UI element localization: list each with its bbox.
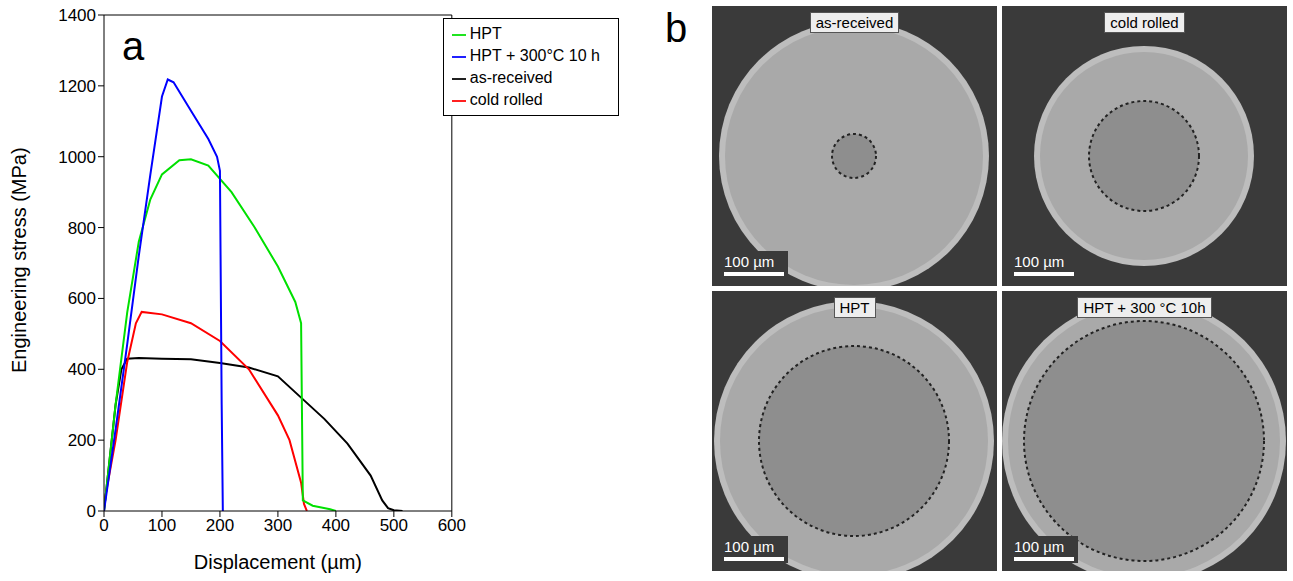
html-text:100 µm: 100 µm — [724, 253, 775, 270]
html-text:HPT + 300°C 10 h: HPT + 300°C 10 h — [469, 47, 600, 64]
svg-text:300: 300 — [264, 516, 292, 535]
html-text:100 µm: 100 µm — [1014, 538, 1065, 555]
html-text:cold rolled: cold rolled — [1110, 14, 1179, 31]
svg-text:1200: 1200 — [58, 77, 96, 96]
svg-text:400: 400 — [68, 360, 96, 379]
html-text:b: b — [665, 6, 688, 50]
svg-text:Engineering stress (MPa): Engineering stress (MPa) — [8, 147, 30, 373]
html-text:a: a — [122, 24, 145, 68]
html-text:cold rolled: cold rolled — [469, 91, 543, 108]
html-text:HPT: HPT — [469, 25, 502, 42]
svg-text:0: 0 — [99, 516, 108, 535]
svg-text:1000: 1000 — [58, 148, 96, 167]
html-text:100 µm: 100 µm — [724, 538, 775, 555]
html-text:HPT + 300 °C 10h: HPT + 300 °C 10h — [1083, 299, 1206, 316]
svg-text:600: 600 — [438, 516, 466, 535]
svg-text:1400: 1400 — [58, 6, 96, 25]
svg-text:0: 0 — [87, 502, 96, 521]
html-text:HPT: HPT — [839, 299, 870, 316]
svg-text:Displacement (µm): Displacement (µm) — [194, 551, 362, 573]
svg-text:200: 200 — [206, 516, 234, 535]
html-text:as-received: as-received — [815, 14, 894, 31]
svg-text:400: 400 — [322, 516, 350, 535]
svg-text:600: 600 — [68, 289, 96, 308]
svg-text:200: 200 — [68, 431, 96, 450]
svg-text:100: 100 — [148, 516, 176, 535]
svg-text:800: 800 — [68, 219, 96, 238]
svg-text:500: 500 — [380, 516, 408, 535]
html-text:as-received: as-received — [469, 69, 553, 86]
html-text:100 µm: 100 µm — [1014, 253, 1065, 270]
